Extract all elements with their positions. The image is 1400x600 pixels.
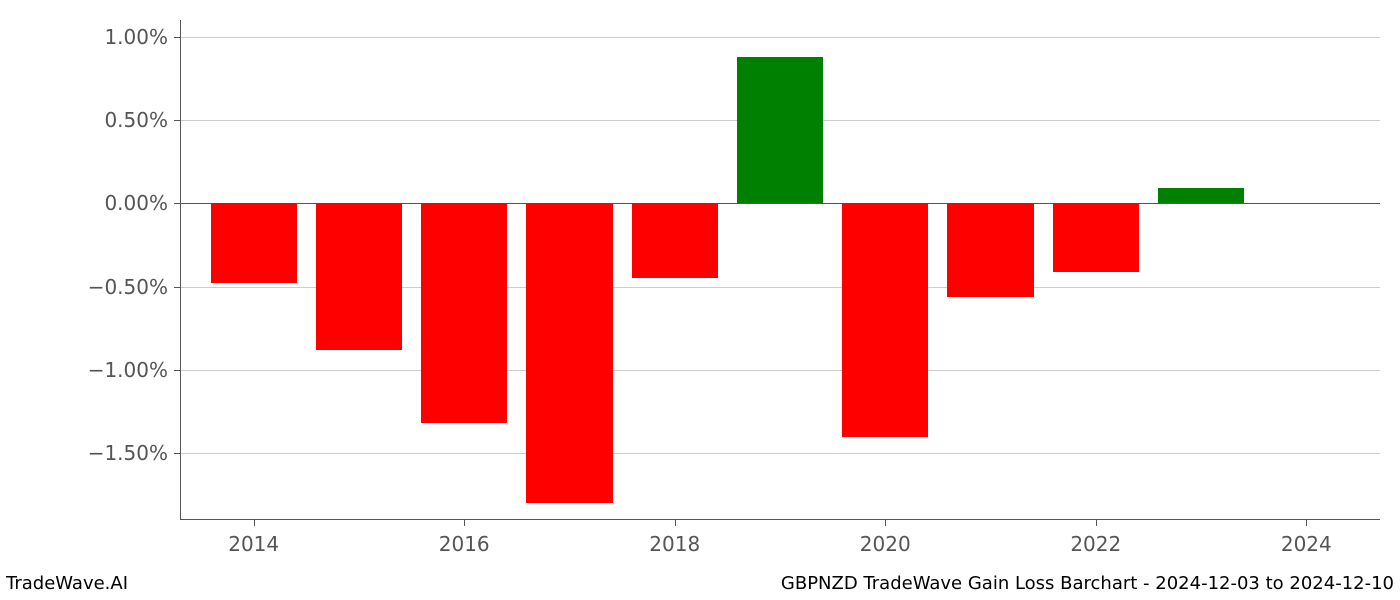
bar: [1158, 188, 1244, 203]
bar: [421, 203, 507, 423]
bar: [526, 203, 612, 503]
y-tick-label: −1.00%: [88, 358, 180, 382]
axis-spine-bottom: [180, 519, 1380, 520]
y-tick-label: 0.50%: [104, 108, 180, 132]
x-tick-label: 2020: [860, 520, 911, 556]
bar: [632, 203, 718, 278]
chart-container: −1.50% −1.00% −0.50% 0.00% 0.50% 1.00% 2014 201…: [0, 0, 1400, 600]
x-tick-label: 2016: [439, 520, 490, 556]
plot-area: −1.50%−1.00%−0.50%0.00%0.50%1.00%2014201…: [180, 20, 1380, 520]
y-tick-label: −0.50%: [88, 275, 180, 299]
bar: [947, 203, 1033, 296]
x-tick-label: 2024: [1281, 520, 1332, 556]
bar: [737, 57, 823, 204]
bar: [211, 203, 297, 283]
footer-left-text: TradeWave.AI: [6, 573, 128, 594]
bar: [842, 203, 928, 436]
y-tick-label: −1.50%: [88, 441, 180, 465]
footer-right-text: GBPNZD TradeWave Gain Loss Barchart - 20…: [781, 573, 1394, 594]
y-tick-label: 0.00%: [104, 191, 180, 215]
bar: [1053, 203, 1139, 271]
gridline: [180, 37, 1380, 38]
x-tick-label: 2018: [649, 520, 700, 556]
bar: [316, 203, 402, 350]
y-tick-label: 1.00%: [104, 25, 180, 49]
x-tick-label: 2022: [1070, 520, 1121, 556]
gridline: [180, 453, 1380, 454]
x-tick-label: 2014: [228, 520, 279, 556]
axis-spine-left: [180, 20, 181, 520]
gridline: [180, 370, 1380, 371]
